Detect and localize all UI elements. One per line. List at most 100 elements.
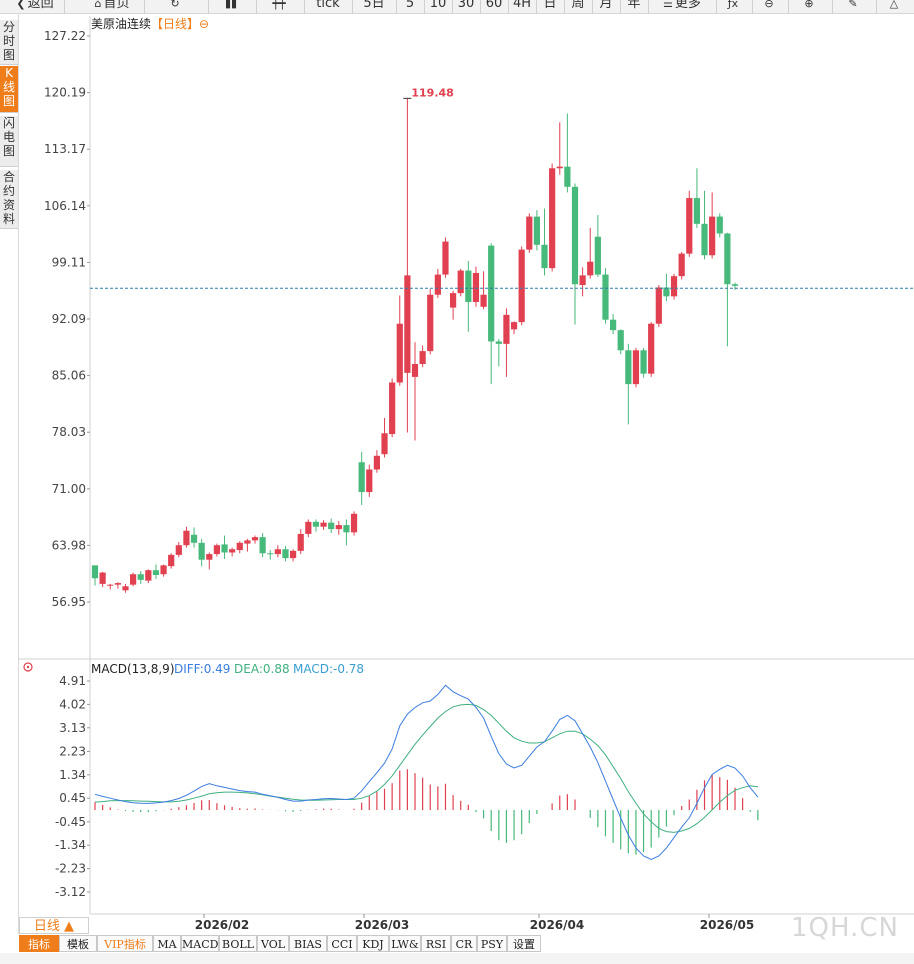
home-icon: ⌂ bbox=[94, 0, 102, 10]
indicator-tab-3[interactable]: MA bbox=[153, 935, 181, 952]
macd-tick-label: -2.23 bbox=[55, 862, 86, 876]
x-axis-label: 2026/02 bbox=[195, 918, 249, 932]
candle-body bbox=[549, 168, 556, 269]
indicator-tab-8[interactable]: CCI bbox=[327, 935, 357, 952]
macd-dea-value: DEA:0.88 bbox=[234, 662, 290, 676]
candle-body bbox=[640, 350, 647, 374]
macd-settings-icon bbox=[23, 662, 33, 672]
indicator-tab-1[interactable]: 模板 bbox=[59, 935, 97, 952]
candle-body bbox=[457, 270, 464, 294]
sidebar-tab-0[interactable]: 分时图 bbox=[0, 20, 18, 65]
period-dropdown-button[interactable]: 日线 ▲ bbox=[19, 917, 89, 934]
candle-body bbox=[731, 284, 739, 286]
x-axis-label: 2026/05 bbox=[700, 918, 754, 932]
toolbar-button-2[interactable]: ↻ bbox=[144, 0, 209, 13]
pen-icon: ✎ bbox=[848, 0, 858, 10]
candle-body bbox=[107, 584, 114, 586]
toolbar-button-1[interactable]: ⌂ 首页 bbox=[80, 0, 145, 13]
toolbar-button-6[interactable]: 5日 bbox=[352, 0, 397, 13]
sidebar-tab-2[interactable]: 闪电图 bbox=[0, 116, 18, 167]
toolbar-button-19[interactable]: ⊕ bbox=[788, 0, 833, 13]
candle-body bbox=[183, 530, 190, 546]
candle-body bbox=[396, 323, 403, 383]
toolbar-button-11[interactable]: 4H bbox=[508, 0, 537, 13]
toolbar-button-3[interactable]: ▮▮ bbox=[208, 0, 257, 13]
candle-body bbox=[297, 533, 304, 551]
candle-body bbox=[526, 216, 533, 250]
toolbar-button-label: tick bbox=[316, 0, 340, 11]
candle-body bbox=[190, 534, 198, 543]
candle-body bbox=[602, 274, 609, 320]
sidebar-tab-1[interactable]: K线图 bbox=[0, 66, 18, 113]
toolbar-button-label: 30 bbox=[457, 0, 475, 11]
indicator-tab-12[interactable]: CR bbox=[451, 935, 477, 952]
price-tick-label: 92.09 bbox=[52, 312, 86, 326]
candle-body bbox=[343, 525, 350, 533]
sidebar-tab-3[interactable]: 合约资料 bbox=[0, 170, 18, 229]
candle-body bbox=[221, 544, 228, 553]
indicator-tab-10[interactable]: LW& bbox=[389, 935, 421, 952]
toolbar-button-7[interactable]: 5 bbox=[396, 0, 425, 13]
candle-body bbox=[686, 198, 693, 254]
price-tick-label: 78.03 bbox=[52, 425, 86, 439]
candle-body bbox=[670, 276, 678, 297]
indicator-tab-0[interactable]: 指标 bbox=[19, 935, 59, 952]
price-tick-label: 120.19 bbox=[44, 86, 86, 100]
indicator-tab-5[interactable]: BOLL bbox=[219, 935, 257, 952]
toolbar-button-0[interactable]: ❮ 返回 bbox=[6, 0, 65, 13]
candle-body bbox=[480, 294, 487, 307]
macd-tick-label: 0.45 bbox=[59, 791, 86, 805]
candle-body bbox=[701, 223, 708, 256]
macd-tick-label: 4.02 bbox=[59, 697, 86, 711]
candle-body bbox=[427, 294, 434, 352]
candle-body bbox=[411, 363, 419, 377]
toolbar-button-18[interactable]: ⊖ bbox=[752, 0, 789, 13]
toolbar-button-5[interactable]: tick bbox=[304, 0, 353, 13]
macd-tick-label: 4.91 bbox=[59, 674, 86, 688]
toolbar-button-9[interactable]: 30 bbox=[452, 0, 481, 13]
toolbar-button-label: 年 bbox=[627, 0, 641, 11]
price-tick-label: 63.98 bbox=[52, 538, 86, 552]
indicator-tab-9[interactable]: KDJ bbox=[357, 935, 389, 952]
candle-body bbox=[693, 198, 701, 224]
indicator-tab-14[interactable]: 设置 bbox=[507, 935, 541, 952]
candle-body bbox=[335, 525, 342, 530]
candle-body bbox=[328, 522, 335, 530]
toolbar-button-15[interactable]: 年 bbox=[620, 0, 649, 13]
indicator-tab-11[interactable]: RSI bbox=[421, 935, 451, 952]
toolbar-button-4[interactable]: ┿┿ bbox=[256, 0, 305, 13]
toolbar-button-10[interactable]: 60 bbox=[480, 0, 509, 13]
toolbar-button-13[interactable]: 周 bbox=[564, 0, 593, 13]
candle-body bbox=[663, 287, 670, 297]
candle-body bbox=[404, 275, 411, 373]
price-tick-label: 85.06 bbox=[52, 369, 86, 383]
toolbar-button-20[interactable]: ✎ bbox=[832, 0, 877, 13]
indicator-tab-4[interactable]: MACD bbox=[181, 935, 219, 952]
toolbar-button-label: 4H bbox=[512, 0, 532, 11]
candle-body bbox=[129, 574, 137, 585]
toolbar-button-label: 月 bbox=[599, 0, 613, 11]
macd-title: MACD(13,8,9) bbox=[91, 662, 175, 676]
candle-body bbox=[91, 565, 99, 579]
candle-body bbox=[305, 521, 312, 534]
candle-body bbox=[114, 583, 121, 585]
toolbar-button-12[interactable]: 日 bbox=[536, 0, 565, 13]
toolbar-button-21[interactable]: △ bbox=[876, 0, 914, 13]
toolbar-button-16[interactable]: ☰ 更多 bbox=[648, 0, 717, 13]
candle-body bbox=[99, 572, 106, 584]
bottom-strip bbox=[0, 953, 914, 964]
candle-body bbox=[160, 565, 167, 575]
toolbar-button-17[interactable]: ƒx bbox=[716, 0, 753, 13]
indicator-tab-13[interactable]: PSY bbox=[477, 935, 507, 952]
candle-body bbox=[510, 322, 518, 330]
indicator-tab-7[interactable]: BIAS bbox=[289, 935, 327, 952]
candle-body bbox=[472, 272, 480, 302]
candle-body bbox=[617, 330, 624, 351]
toolbar-button-14[interactable]: 月 bbox=[592, 0, 621, 13]
toolbar-button-label: 首页 bbox=[103, 0, 130, 11]
indicator-tab-6[interactable]: VOL bbox=[257, 935, 289, 952]
candle-body bbox=[122, 586, 129, 591]
toolbar-button-8[interactable]: 10 bbox=[424, 0, 453, 13]
indicator-tab-2[interactable]: VIP指标 bbox=[97, 935, 153, 952]
formula-icon: ƒx bbox=[727, 0, 739, 10]
